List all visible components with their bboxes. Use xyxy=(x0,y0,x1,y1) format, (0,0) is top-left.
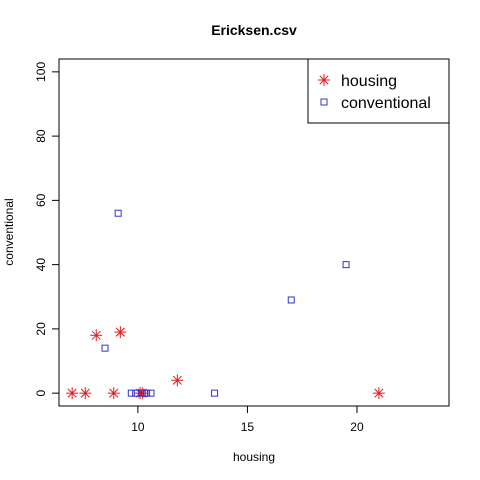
legend-entry-housing: housing xyxy=(318,73,397,90)
y-tick-label: 0 xyxy=(34,389,48,396)
legend: housing conventional xyxy=(307,58,450,124)
data-point-square xyxy=(114,209,122,217)
data-point-asterisk xyxy=(114,326,127,339)
x-tick-label: 10 xyxy=(131,420,145,434)
data-point-square xyxy=(101,344,109,352)
series-conventional xyxy=(101,209,350,397)
data-point-square xyxy=(143,389,151,397)
data-point-square xyxy=(342,261,350,269)
data-point-square xyxy=(211,389,219,397)
y-tick-label: 20 xyxy=(34,322,48,336)
data-point-asterisk xyxy=(136,387,149,400)
chart-title: Ericksen.csv xyxy=(211,22,297,38)
legend-label: conventional xyxy=(341,95,431,112)
y-tick-label: 100 xyxy=(34,62,48,82)
data-point-asterisk xyxy=(79,387,92,400)
data-point-asterisk xyxy=(171,374,184,387)
y-tick-label: 60 xyxy=(34,193,48,207)
legend-marker-asterisk xyxy=(318,74,330,86)
legend-box xyxy=(307,58,450,124)
data-point-square xyxy=(127,389,135,397)
legend-label: housing xyxy=(341,73,397,90)
y-axis: 0 20 40 60 80 100 xyxy=(34,62,60,396)
y-axis-label: conventional xyxy=(2,198,16,265)
data-points xyxy=(66,209,385,400)
data-point-square xyxy=(132,389,140,397)
x-axis-label: housing xyxy=(233,450,275,464)
data-point-asterisk xyxy=(372,387,385,400)
data-point-asterisk xyxy=(90,329,103,342)
x-tick-label: 20 xyxy=(350,420,364,434)
x-axis: 10 15 20 xyxy=(131,405,364,434)
series-housing xyxy=(66,326,385,400)
data-point-asterisk xyxy=(107,387,120,400)
x-tick-label: 15 xyxy=(241,420,255,434)
legend-marker-square xyxy=(320,98,328,106)
data-point-square xyxy=(147,389,155,397)
data-point-asterisk xyxy=(66,387,79,400)
data-point-square xyxy=(287,296,295,304)
legend-entry-conventional: conventional xyxy=(320,95,431,112)
y-tick-label: 40 xyxy=(34,258,48,272)
y-tick-label: 80 xyxy=(34,129,48,143)
